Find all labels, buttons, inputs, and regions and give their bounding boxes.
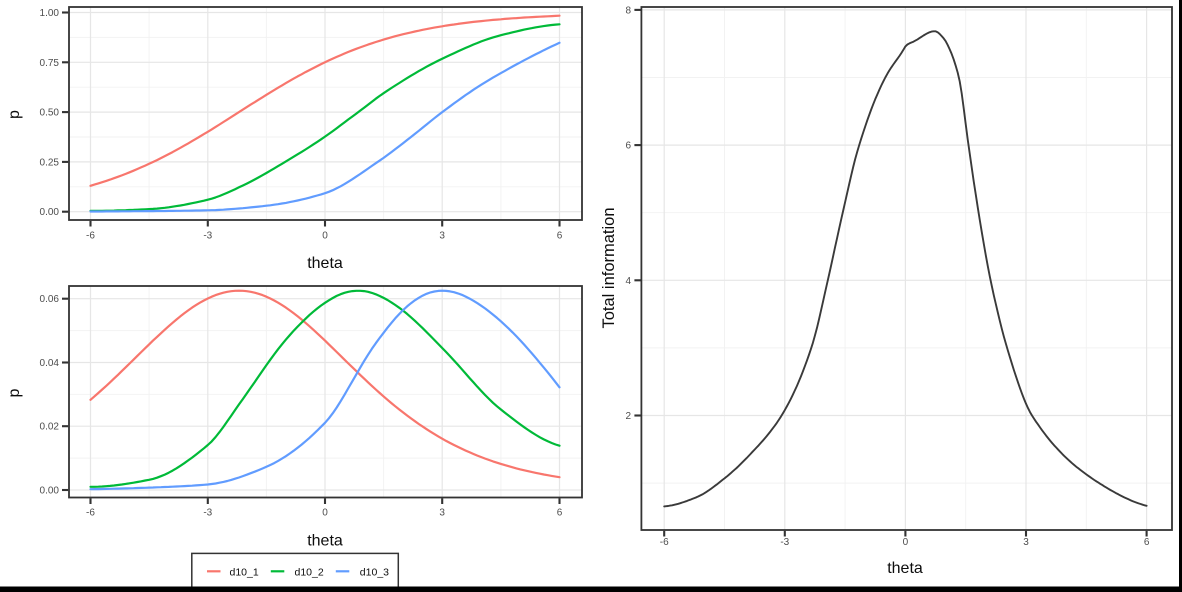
svg-text:6: 6 [625,141,631,152]
svg-text:3: 3 [439,508,445,519]
svg-text:0: 0 [903,537,909,548]
svg-text:0.06: 0.06 [40,294,60,305]
svg-text:6: 6 [1144,537,1150,548]
svg-text:d10_1: d10_1 [230,567,259,579]
svg-text:0.00: 0.00 [40,207,60,218]
svg-text:0.04: 0.04 [40,358,60,369]
svg-text:0.02: 0.02 [40,422,60,433]
svg-text:0.50: 0.50 [40,108,60,119]
svg-text:-6: -6 [86,231,95,242]
svg-text:d10_2: d10_2 [295,567,324,579]
svg-text:theta: theta [307,255,343,272]
svg-text:-3: -3 [203,231,212,242]
svg-text:0.00: 0.00 [40,486,60,497]
svg-text:-3: -3 [780,537,789,548]
svg-text:0: 0 [322,508,328,519]
svg-text:0.75: 0.75 [40,58,60,69]
svg-text:-3: -3 [203,508,212,519]
svg-text:6: 6 [557,508,563,519]
svg-text:-6: -6 [86,508,95,519]
svg-text:0: 0 [322,231,328,242]
svg-text:6: 6 [557,231,563,242]
svg-text:1.00: 1.00 [40,8,60,19]
svg-text:3: 3 [439,231,445,242]
svg-text:p: p [6,388,23,397]
svg-text:2: 2 [625,411,631,422]
svg-text:-6: -6 [660,537,669,548]
svg-text:0.25: 0.25 [40,157,60,168]
svg-text:theta: theta [307,533,343,550]
svg-text:4: 4 [625,276,631,287]
svg-text:p: p [6,110,23,119]
svg-text:d10_3: d10_3 [360,567,389,579]
svg-text:theta: theta [887,560,923,577]
svg-text:Total information: Total information [600,207,618,328]
svg-text:8: 8 [625,5,631,16]
svg-text:3: 3 [1023,537,1029,548]
